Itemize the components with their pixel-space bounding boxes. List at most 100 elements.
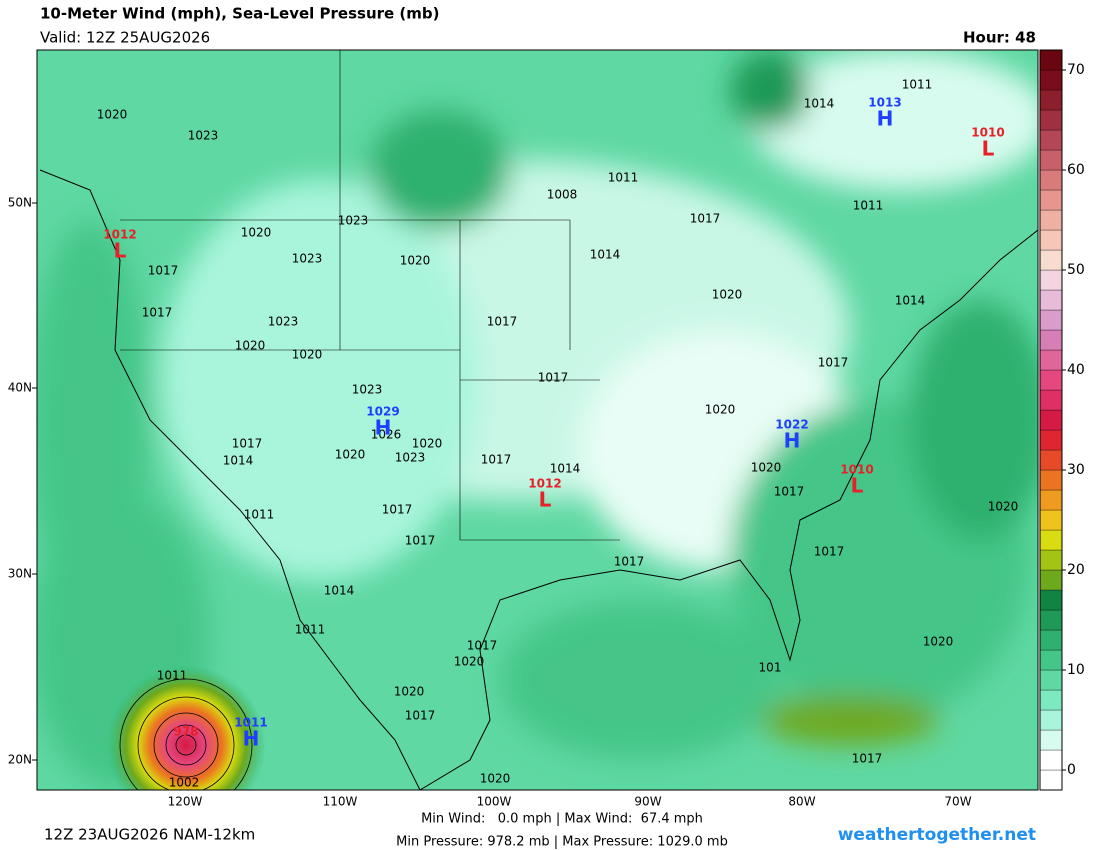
center-symbol: H [877,107,894,131]
colorbar-bin [1039,569,1063,591]
isobar-label: 1020 [923,635,954,649]
lon-label: 90W [634,795,661,809]
center-pressure: 978 [173,725,198,739]
isobar-label: 1020 [235,339,266,353]
isobar-label: 101 [759,661,782,675]
isobar-label: 1017 [774,485,805,499]
isobar-label: 1017 [405,709,436,723]
lat-label: 20N [8,753,32,767]
colorbar-bin [1039,209,1063,231]
colorbar-bin [1039,109,1063,131]
isobar-label: 1011 [608,171,639,185]
title: 10-Meter Wind (mph), Sea-Level Pressure … [40,5,440,23]
colorbar-bin [1039,289,1063,311]
lon-label: 80W [788,795,815,809]
isobar-label: 1014 [324,584,355,598]
colorbar-bin [1039,709,1063,731]
isobar-label: 1020 [751,461,782,475]
colorbar-bin [1039,369,1063,391]
colorbar-bin [1039,529,1063,551]
isobar-label: 1023 [395,451,426,465]
isobar-label: 1023 [268,315,299,329]
colorbar-label: 0 [1067,762,1076,778]
isobar-label: 1017 [148,264,179,278]
colorbar-bin [1039,449,1063,471]
isobar-label: 1017 [232,437,263,451]
isobar-label: 1026 [371,428,402,442]
isobar-label: 1020 [394,685,425,699]
isobar-label: 1023 [292,252,323,266]
colorbar-bin [1039,489,1063,511]
colorbar-bin [1039,149,1063,171]
colorbar-bin [1039,129,1063,151]
center-pressure: 1011 [234,716,267,730]
colorbar-label: 60 [1067,162,1085,178]
colorbar-bin [1039,249,1063,271]
isobar-label: 1020 [480,772,511,786]
isobar-label: 1017 [614,555,645,569]
colorbar-label: 30 [1067,462,1085,478]
isobar-label: 1011 [157,669,188,683]
isobar-label: 1020 [412,437,443,451]
isobar-label: 1002 [169,776,200,790]
isobar-label: 1023 [188,129,219,143]
colorbar-bin [1039,329,1063,351]
isobar-label: 1017 [142,306,173,320]
colorbar-bin [1039,389,1063,411]
colorbar-bin [1039,749,1063,771]
colorbar-bin [1039,669,1063,691]
colorbar-label: 10 [1067,662,1085,678]
center-pressure: 1010 [840,463,873,477]
pressure-stats: Min Pressure: 978.2 mb | Max Pressure: 1… [396,835,728,850]
isobar-label: 1023 [338,214,369,228]
colorbar-frame [1039,49,1063,791]
wind-stats: Min Wind: 0.0 mph | Max Wind: 67.4 mph [421,812,703,827]
isobar-label: 1020 [335,448,366,462]
colorbar-label: 70 [1067,62,1085,78]
center-symbol: H [243,727,260,751]
site-name: weathertogether.net [838,825,1036,845]
center-symbol: H [375,416,392,440]
model-run: 12Z 23AUG2026 NAM-12km [44,826,255,844]
map-frame [36,49,1039,791]
colorbar-label: 20 [1067,562,1085,578]
isobar-label: 1017 [487,315,518,329]
colorbar-bin [1039,189,1063,211]
isobar-label: 1017 [852,752,883,766]
colorbar-bin [1039,589,1063,611]
isobar-label: 1023 [352,383,383,397]
colorbar-label: 50 [1067,262,1085,278]
isobar-label: 1020 [705,403,736,417]
isobar-label: 1011 [853,199,884,213]
colorbar-bin [1039,89,1063,111]
colorbar-bin [1039,69,1063,91]
colorbar-bin [1039,269,1063,291]
colorbar-bin [1039,649,1063,671]
colorbar-bin [1039,409,1063,431]
center-pressure: 1013 [868,96,901,110]
lat-label: 50N [8,196,32,210]
isobar-label: 1020 [454,655,485,669]
colorbar-bin [1039,349,1063,371]
center-symbol: L [851,474,864,498]
isobar-label: 1011 [295,623,326,637]
center-pressure: 1012 [528,477,561,491]
center-symbol: L [982,137,995,161]
colorbar-bin [1039,509,1063,531]
isobar-label: 1011 [244,508,275,522]
center-pressure: 1010 [971,126,1004,140]
isobar-label: 1014 [895,294,926,308]
isobar-label: 1017 [814,545,845,559]
isobar-label: 1014 [804,97,835,111]
colorbar-bin [1039,229,1063,251]
isobar-label: 1020 [241,226,272,240]
isobar-label: 1017 [405,534,436,548]
lon-label: 100W [477,795,512,809]
lat-label: 30N [8,567,32,581]
isobar-label: 1017 [818,356,849,370]
lon-label: 120W [168,795,203,809]
colorbar-bin [1039,609,1063,631]
colorbar-bin [1039,689,1063,711]
isobar-label: 1020 [712,288,743,302]
